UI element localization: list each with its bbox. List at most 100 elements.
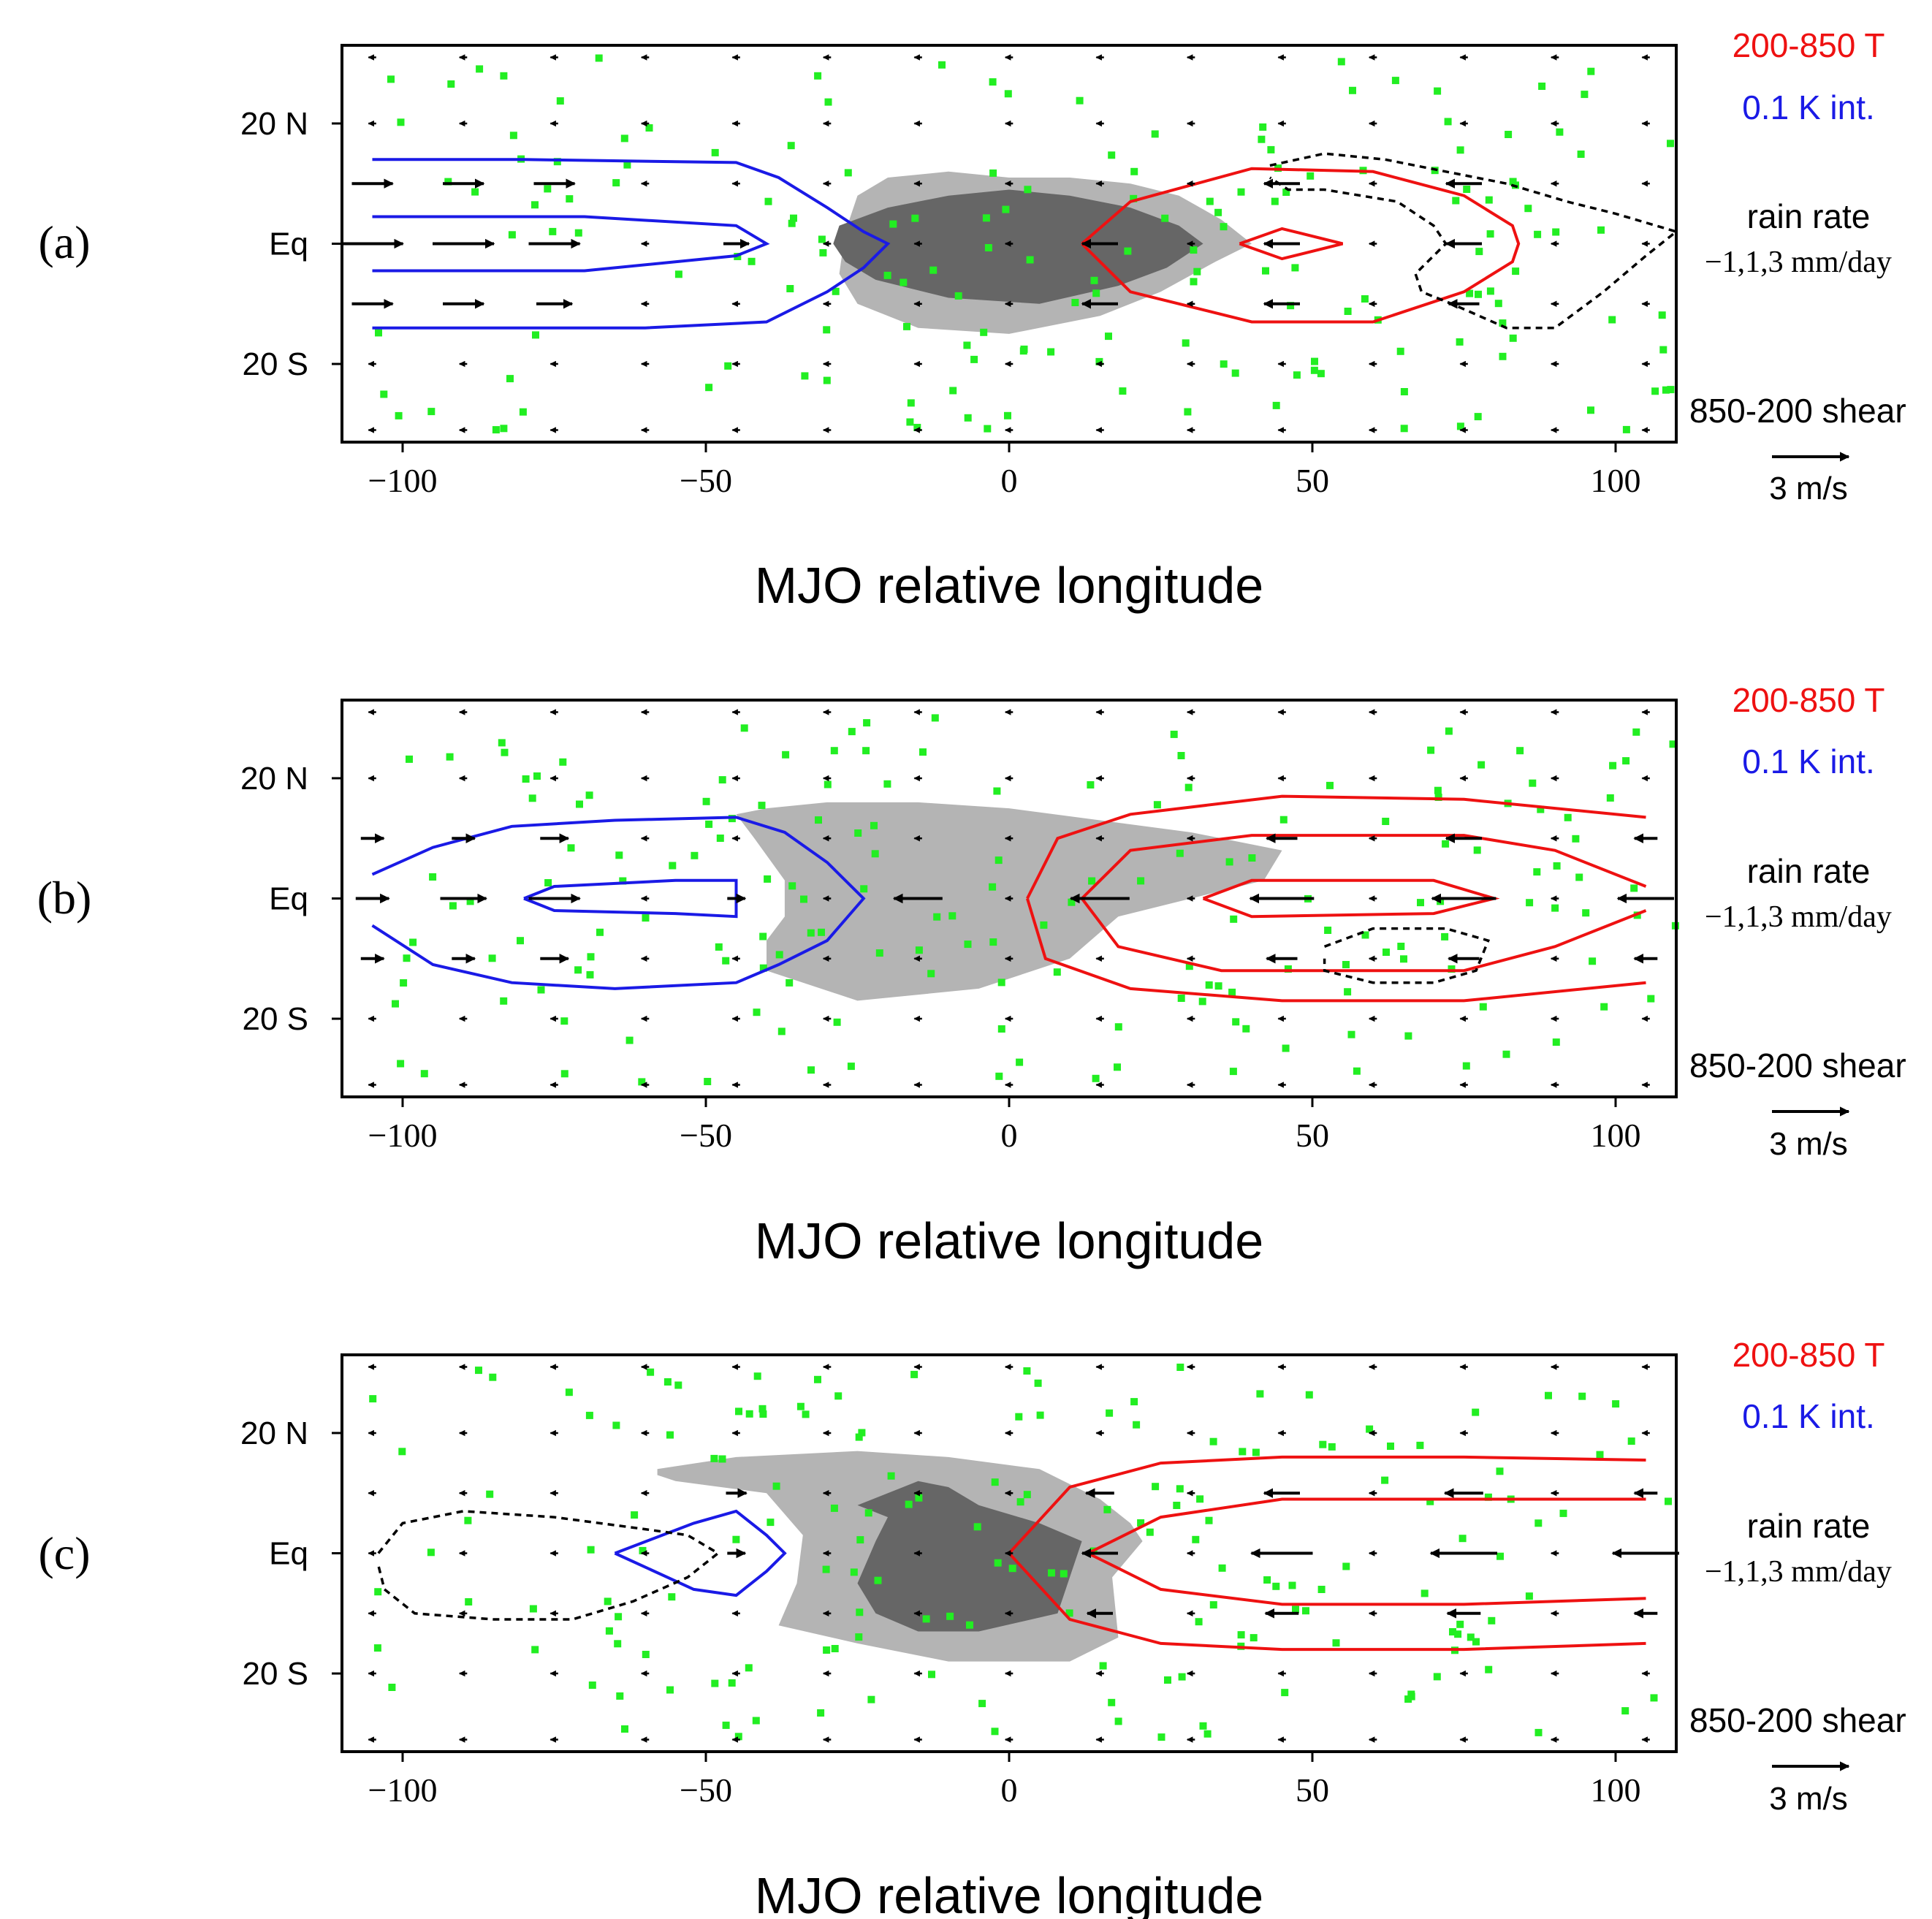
scatter-point [995,1072,1003,1080]
scatter-point [1190,246,1198,254]
scatter-point [475,1367,482,1375]
scatter-point [724,362,732,370]
scatter-point [954,292,962,300]
scatter-point [815,816,822,824]
scatter-point [759,964,767,972]
scatter-point [964,940,972,949]
scatter-point [1477,761,1486,769]
scatter-point [715,943,723,951]
x-axis-title: MJO relative longitude [755,557,1263,614]
scatter-point [1486,287,1494,295]
x-tick-label: −100 [368,1771,438,1809]
scatter-point [1479,1003,1487,1011]
x-tick-label: 100 [1591,1117,1641,1154]
scatter-point [906,418,914,426]
scatter-point [1177,995,1185,1002]
scatter-point [1621,1707,1629,1715]
scatter-point [373,1644,381,1652]
scatter-point [531,201,539,209]
scatter-point [984,425,992,433]
scatter-point [732,1535,740,1543]
scatter-point [566,195,574,203]
scatter-point [1484,1493,1492,1501]
scatter-point [1458,1535,1467,1543]
scatter-point [1282,189,1290,196]
scatter-point [1258,135,1266,143]
scatter-point [984,244,992,251]
scatter-point [875,949,883,957]
scatter-point [1575,873,1583,881]
scatter-point [931,714,939,722]
scatter-point [446,753,454,761]
scatter-point [1090,276,1098,284]
scatter-point [711,1679,719,1687]
scatter-point [498,739,506,747]
scatter-point [1205,1516,1213,1524]
scatter-point [856,1608,864,1616]
scatter-point [740,724,748,732]
scatter-point [1307,172,1315,180]
scatter-point [1237,188,1245,196]
wind-arrows [341,54,1650,433]
scatter-point [1271,197,1279,205]
x-axis: −100 −50 0 50 100 [368,442,1641,499]
scatter-point [1426,1497,1434,1505]
scatter-point [471,188,479,196]
scatter-point [1008,1565,1016,1573]
scatter-point [1317,370,1325,378]
scatter-point [1252,1448,1260,1456]
scatter-point [748,257,756,265]
scatter-point [1130,1398,1138,1406]
scatter-point [1262,267,1269,275]
scatter-point [1133,1421,1141,1429]
scatter-point [847,1063,855,1071]
scatter-point [395,411,403,419]
scatter-point [1499,319,1507,327]
scatter-point [824,98,832,106]
scatter-point [922,1615,930,1623]
scatter-point [787,142,795,150]
scatter-point [565,1388,573,1396]
scatter-point [1400,955,1407,963]
scatter-point [501,748,509,756]
scatter-point [994,1559,1002,1567]
scatter-point [822,1565,830,1573]
scatter-point [567,844,575,852]
scatter-point [544,185,552,193]
scatter-point [1328,1443,1336,1451]
scatter-point [933,913,941,921]
scatter-point [409,938,417,946]
scatter-point [982,214,990,222]
plot-area: 20 N Eq 20 S −100 −50 0 50 100 [240,1353,1679,1809]
scatter-point [1397,943,1405,950]
scatter-point [1499,352,1507,360]
scatter-point [1225,858,1233,866]
scatter-point [1647,995,1655,1003]
scatter-point [559,758,567,766]
scatter-point [1486,230,1494,238]
scatter-point [1019,347,1027,355]
scatter-point [615,1613,623,1621]
scatter-point [1036,1411,1044,1419]
scatter-point [786,285,794,292]
scatter-point [585,791,593,799]
scatter-point [614,1640,622,1648]
scatter-point [823,326,831,334]
y-tick-label: 20 S [242,1656,308,1692]
legend-temp-interval: 0.1 K int. [1742,88,1875,126]
scatter-point [398,1448,406,1456]
scatter-point [1534,230,1542,238]
scatter-point [1596,1451,1604,1459]
scatter-point [1137,877,1145,885]
scatter-point [782,750,790,759]
scatter-point [823,1646,831,1654]
x-axis: −100 −50 0 50 100 [368,1752,1641,1809]
scatter-point [596,928,604,936]
scatter-point [1433,1673,1441,1681]
scatter-point [753,1372,761,1380]
negative-rain-contour [377,1510,720,1621]
scatter-point [964,414,972,422]
scatter-point [1239,1448,1247,1456]
x-tick-label: 0 [1001,1771,1018,1809]
scatter-point [1344,308,1352,315]
